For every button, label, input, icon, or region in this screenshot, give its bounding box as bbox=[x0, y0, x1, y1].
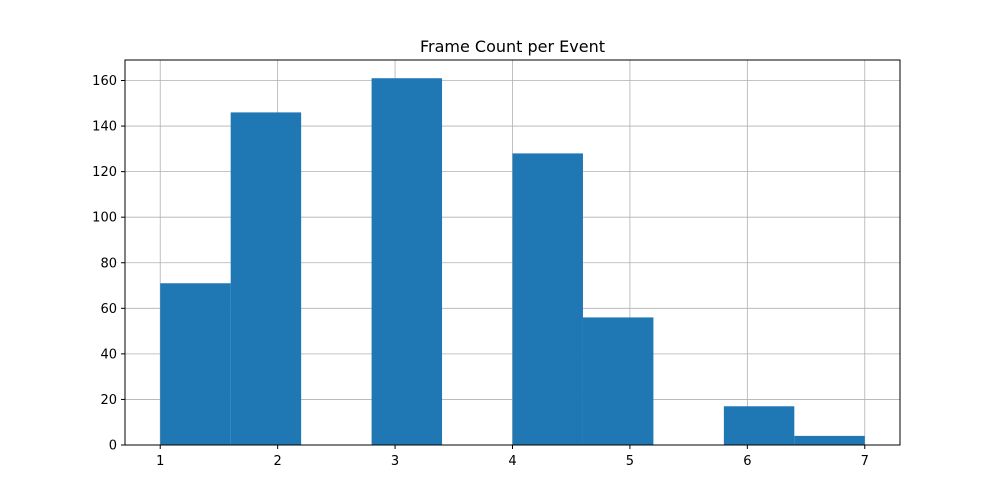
y-tick-label: 140 bbox=[92, 120, 117, 135]
x-tick-label: 4 bbox=[508, 454, 516, 469]
bar-layer bbox=[160, 78, 865, 445]
axis-layer: 1 2 3 4 5 6 7 0 20 40 60 80 100 120 140 160 bbox=[92, 59, 901, 469]
y-tick-label: 120 bbox=[92, 165, 117, 180]
y-tick-label: 60 bbox=[100, 302, 117, 317]
histogram-bar bbox=[160, 283, 231, 445]
y-tick-label: 100 bbox=[92, 211, 117, 226]
histogram-bar bbox=[723, 406, 795, 445]
histogram-bar bbox=[371, 78, 443, 445]
x-tick-label: 3 bbox=[391, 454, 399, 469]
chart-title: Frame Count per Event bbox=[420, 37, 605, 56]
x-tick-label: 5 bbox=[626, 454, 634, 469]
histogram-bar bbox=[230, 112, 302, 445]
x-tick-label: 7 bbox=[861, 454, 869, 469]
y-tick-label: 20 bbox=[100, 393, 117, 408]
histogram-bar bbox=[582, 317, 654, 445]
x-tick-label: 1 bbox=[156, 454, 164, 469]
y-tick-label: 80 bbox=[100, 256, 117, 271]
x-tick-label: 2 bbox=[274, 454, 282, 469]
histogram-bar bbox=[512, 153, 583, 445]
y-tick-label: 40 bbox=[100, 347, 117, 362]
y-tick-label: 160 bbox=[92, 74, 117, 89]
histogram-bar bbox=[794, 435, 865, 445]
y-tick-label: 0 bbox=[109, 439, 117, 454]
x-tick-label: 6 bbox=[743, 454, 751, 469]
